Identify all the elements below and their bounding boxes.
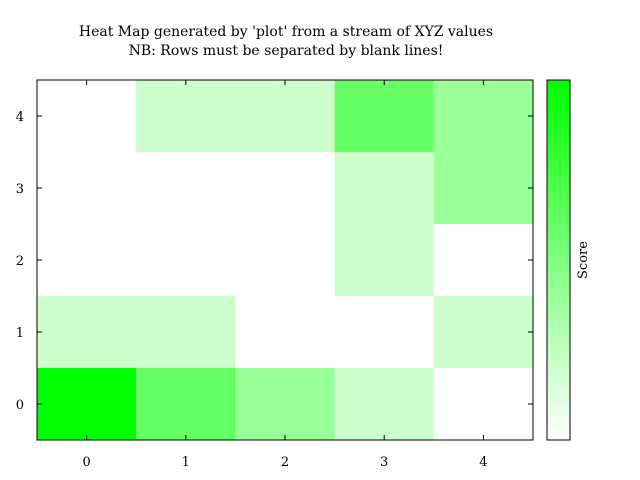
- heatmap-cell-x0-y2: [37, 224, 137, 296]
- heatmap-cell-x0-y0: [37, 368, 137, 440]
- x-tick-label: 3: [380, 455, 388, 470]
- heatmap-cell-x3-y3: [334, 152, 434, 224]
- x-tick-label: 0: [82, 455, 90, 470]
- y-axis-ticks: 0 1 2 3 4: [16, 110, 533, 413]
- heatmap-cell-x3-y1: [334, 296, 434, 368]
- heatmap-cell-x2-y4: [235, 80, 335, 152]
- y-tick-label: 4: [16, 110, 24, 125]
- heatmap-cell-x4-y2: [433, 224, 533, 296]
- y-tick-label: 1: [16, 326, 24, 341]
- heatmap-cell-x4-y0: [433, 368, 533, 440]
- heatmap-cell-x2-y1: [235, 296, 335, 368]
- chart-subtitle: NB: Rows must be separated by blank line…: [129, 43, 444, 59]
- y-tick-label: 3: [16, 182, 24, 197]
- heatmap-cell-x1-y0: [136, 368, 236, 440]
- x-axis-ticks: 0 1 2 3 4: [82, 80, 488, 470]
- heatmap-cell-x4-y3: [433, 152, 533, 224]
- heatmap-cell-x0-y3: [37, 152, 137, 224]
- heatmap-cell-x3-y4: [334, 80, 434, 152]
- y-tick-label: 2: [16, 254, 24, 269]
- heatmap-cell-x3-y2: [334, 224, 434, 296]
- heatmap-cell-x1-y1: [136, 296, 236, 368]
- heatmap-cell-x4-y4: [433, 80, 533, 152]
- heatmap-cell-x1-y3: [136, 152, 236, 224]
- x-tick-label: 2: [281, 455, 289, 470]
- heatmap-cell-x0-y4: [37, 80, 137, 152]
- heatmap-cell-x2-y2: [235, 224, 335, 296]
- heatmap-cell-x2-y0: [235, 368, 335, 440]
- heatmap-cell-x1-y4: [136, 80, 236, 152]
- chart-title: Heat Map generated by 'plot' from a stre…: [79, 24, 493, 40]
- heatmap-cell-x3-y0: [334, 368, 434, 440]
- heatmap-cell-x1-y2: [136, 224, 236, 296]
- heatmap-cells: [37, 80, 533, 440]
- colorbar-label: Score: [576, 241, 591, 279]
- colorbar: [546, 79, 571, 441]
- heatmap-cell-x0-y1: [37, 296, 137, 368]
- x-tick-label: 1: [182, 455, 190, 470]
- heatmap-cell-x2-y3: [235, 152, 335, 224]
- y-tick-label: 0: [16, 398, 24, 413]
- heatmap-cell-x4-y1: [433, 296, 533, 368]
- x-tick-label: 4: [479, 455, 487, 470]
